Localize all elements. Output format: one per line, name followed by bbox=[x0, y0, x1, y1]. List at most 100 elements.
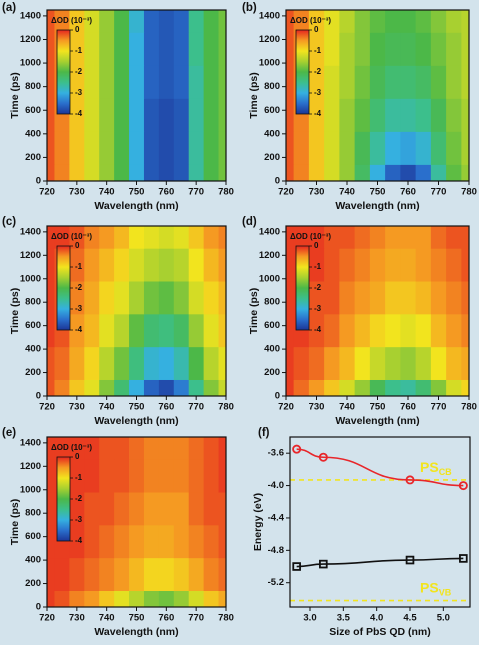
heatmap-cell bbox=[286, 131, 295, 165]
heatmap-cell bbox=[446, 10, 462, 33]
x-tick-label: 730 bbox=[69, 402, 85, 413]
y-tick-label: 1400 bbox=[20, 226, 41, 237]
x-tick-label: 3.0 bbox=[303, 613, 316, 624]
heatmap-cell bbox=[47, 131, 55, 165]
heatmap-cell bbox=[99, 557, 115, 591]
heatmap-cell bbox=[54, 437, 70, 460]
heatmap-cell bbox=[143, 131, 160, 165]
x-tick-label: 720 bbox=[278, 187, 294, 198]
heatmap-cell bbox=[129, 164, 145, 182]
heatmap-cell bbox=[461, 313, 470, 348]
heatmap-cell bbox=[114, 131, 130, 165]
plot-frame bbox=[46, 225, 227, 397]
heatmap-cell bbox=[47, 32, 55, 66]
heatmap-cell bbox=[114, 379, 130, 397]
heatmap-cell bbox=[84, 524, 100, 559]
heatmap-cell bbox=[47, 346, 55, 380]
heatmap-cell bbox=[188, 379, 205, 397]
heatmap-cell bbox=[84, 226, 100, 249]
heatmap-cell bbox=[461, 65, 470, 99]
heatmap-cell bbox=[430, 313, 447, 348]
heatmap-cell bbox=[218, 164, 227, 182]
heatmap-cell bbox=[385, 131, 401, 165]
x-tick-label: 750 bbox=[370, 187, 386, 198]
y-tick-label: 800 bbox=[264, 81, 280, 92]
heatmap-cell bbox=[129, 524, 145, 559]
heatmap-cell bbox=[339, 98, 356, 132]
heatmap-cell bbox=[54, 131, 70, 165]
heatmap-cell bbox=[354, 131, 371, 165]
x-tick-label: 770 bbox=[431, 402, 447, 413]
heatmap-cell bbox=[308, 226, 325, 249]
x-tick-label: 730 bbox=[69, 613, 85, 624]
y-tick-label: -4.0 bbox=[268, 480, 284, 491]
heatmap-cell bbox=[430, 281, 447, 315]
heatmap-cell bbox=[324, 226, 340, 249]
heatmap-cell bbox=[354, 98, 371, 132]
heatmap-cell bbox=[84, 313, 100, 348]
x-tick-label: 770 bbox=[188, 613, 204, 624]
heatmap-cell bbox=[158, 98, 175, 132]
x-tick-label: 3.5 bbox=[337, 613, 351, 624]
colorbar bbox=[56, 245, 71, 331]
heatmap-cell bbox=[385, 379, 401, 397]
heatmap-cell bbox=[158, 590, 175, 608]
panel-label: (b) bbox=[242, 2, 257, 14]
heatmap-cell bbox=[47, 226, 55, 249]
heatmap-cell bbox=[354, 248, 371, 282]
heatmap-cell bbox=[324, 248, 340, 282]
x-tick-label: 760 bbox=[158, 613, 174, 624]
heatmap-cell bbox=[203, 131, 219, 165]
heatmap-cell bbox=[158, 437, 175, 460]
heatmap-cell bbox=[218, 226, 227, 249]
heatmap-cell bbox=[354, 32, 371, 66]
heatmap-cell bbox=[369, 10, 386, 33]
colorbar-title: ΔOD (10⁻³) bbox=[290, 232, 331, 241]
y-tick-label: 1000 bbox=[20, 58, 41, 69]
y-axis-label: Time (ps) bbox=[9, 72, 21, 118]
heatmap-cell bbox=[47, 590, 55, 608]
heatmap-cell bbox=[114, 98, 130, 132]
heatmap-cell bbox=[446, 379, 462, 397]
heatmap-cell bbox=[84, 10, 100, 33]
heatmap-cell bbox=[143, 65, 160, 99]
heatmap-cell bbox=[461, 10, 470, 33]
heatmap-cell bbox=[385, 32, 401, 66]
heatmap-cell bbox=[308, 32, 325, 66]
heatmap-cell bbox=[158, 557, 175, 591]
heatmap-cell bbox=[143, 346, 160, 380]
heatmap-cell bbox=[129, 492, 145, 526]
heatmap-cell bbox=[84, 131, 100, 165]
heatmap-cell bbox=[129, 437, 145, 460]
heatmap-cell bbox=[143, 459, 160, 493]
heatmap-cell bbox=[188, 226, 205, 249]
heatmap-cell bbox=[99, 98, 115, 132]
heatmap-cell bbox=[339, 346, 356, 380]
heatmap-cell bbox=[173, 248, 190, 282]
heatmap-cell bbox=[99, 32, 115, 66]
y-tick-label: 800 bbox=[25, 508, 41, 519]
colorbar-tick-label: -1 bbox=[75, 46, 83, 55]
heatmap-cell bbox=[54, 379, 70, 397]
heatmap-cell bbox=[400, 131, 417, 165]
heatmap-cell bbox=[203, 281, 219, 315]
heatmap-cell bbox=[188, 557, 205, 591]
x-tick-label: 780 bbox=[218, 613, 234, 624]
x-axis-label: Wavelength (nm) bbox=[94, 200, 178, 212]
heatmap-cell bbox=[188, 281, 205, 315]
heatmap-cell bbox=[69, 10, 85, 33]
colorbar-tick-label: -4 bbox=[314, 109, 322, 118]
heatmap-cell bbox=[203, 313, 219, 348]
heatmap-cell bbox=[47, 164, 55, 182]
colorbar-tick-label: -2 bbox=[314, 67, 322, 76]
heatmap-cell bbox=[218, 32, 227, 66]
colorbar-tick-label: 0 bbox=[314, 25, 319, 34]
heatmap-cell bbox=[173, 32, 190, 66]
heatmap-cell bbox=[354, 346, 371, 380]
heatmap-cell bbox=[461, 248, 470, 282]
heatmap-cell bbox=[188, 459, 205, 493]
heatmap-cell bbox=[308, 164, 325, 182]
heatmap-cell bbox=[369, 164, 386, 182]
heatmap-cell bbox=[415, 32, 432, 66]
